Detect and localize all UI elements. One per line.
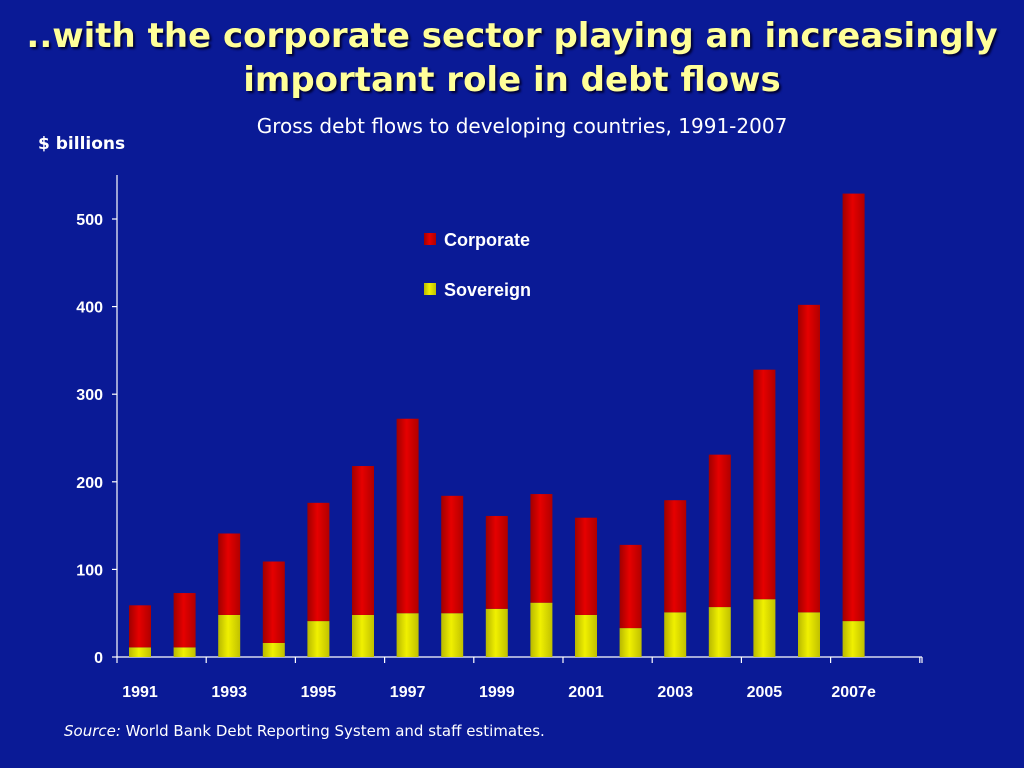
bar-corporate-1991 [129,605,151,648]
source-label: Source: [64,722,121,740]
bar-corporate-1993 [218,533,241,615]
bar-sovereign-1994 [262,642,285,657]
bar-sovereign-1995 [307,621,330,657]
source-text: World Bank Debt Reporting System and sta… [120,722,545,740]
bar-corporate-1997 [396,418,419,614]
bar-sovereign-2003 [664,612,687,657]
legend-label-corporate: Corporate [444,230,530,250]
y-tick-label: 0 [94,650,103,667]
x-tick-label: 2001 [568,684,604,701]
bar-corporate-2005 [753,369,776,600]
x-tick-label: 1991 [122,684,158,701]
title-line-1: ..with the corporate sector playing an i… [26,16,998,56]
legend-label-sovereign: Sovereign [444,280,531,300]
bar-sovereign-2004 [708,607,731,657]
x-tick-label: 2003 [657,684,693,701]
x-tick-label: 2007e [831,684,876,701]
y-axis-unit-label: $ billions [38,134,126,154]
y-tick-label: 300 [76,387,103,404]
bar-corporate-2003 [664,500,687,613]
y-tick-label: 400 [76,300,103,317]
legend-swatch-sovereign [424,283,436,295]
bar-sovereign-2000 [530,602,553,657]
x-tick-label: 2005 [747,684,783,701]
bar-sovereign-1999 [485,608,508,657]
bar-corporate-1999 [485,515,508,609]
chart-subtitle: Gross debt flows to developing countries… [256,114,788,138]
title-line-2: important role in debt flows [243,60,781,100]
bar-corporate-2004 [708,454,731,608]
y-tick-label: 500 [76,212,103,229]
legend-swatch-corporate [424,233,436,245]
bar-sovereign-2005 [753,599,776,657]
y-tick-label: 200 [76,475,103,492]
x-tick-label: 1995 [301,684,337,701]
bar-corporate-1996 [352,466,374,615]
bar-sovereign-1998 [441,613,464,657]
bar-corporate-1994 [262,561,285,643]
slide-title: ..with the corporate sector playing an i… [0,14,1024,102]
bar-sovereign-1993 [218,614,241,657]
x-tick-label: 1997 [390,684,426,701]
bar-sovereign-1997 [396,613,419,657]
x-tick-label: 1999 [479,684,515,701]
bar-sovereign-2007e [842,621,865,657]
bar-corporate-1992 [173,593,196,648]
bar-sovereign-2001 [575,614,597,657]
bar-sovereign-1996 [352,614,374,657]
bar-sovereign-2002 [619,628,642,657]
bar-corporate-2002 [619,544,642,629]
bar-corporate-2007e [842,193,865,622]
bar-sovereign-2006 [798,612,820,657]
bar-corporate-1995 [307,502,330,622]
bar-corporate-2001 [575,517,597,615]
bar-corporate-1998 [441,495,464,614]
x-tick-label: 1993 [211,684,247,701]
source-note: Source: World Bank Debt Reporting System… [64,722,545,740]
bar-sovereign-1991 [129,647,151,657]
bar-corporate-2000 [530,494,553,603]
bar-sovereign-1992 [173,647,196,657]
y-tick-label: 100 [76,562,103,579]
bar-corporate-2006 [798,304,820,613]
